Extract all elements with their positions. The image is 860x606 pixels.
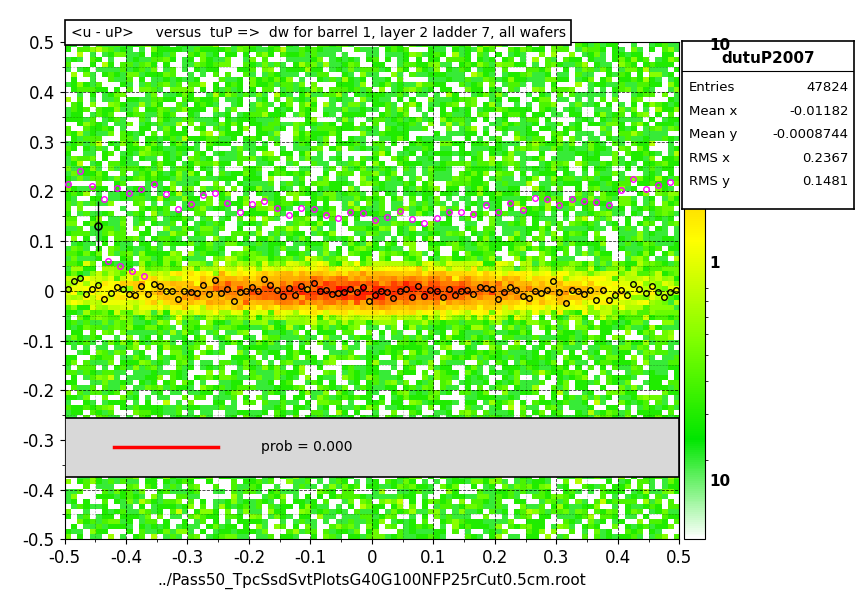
- Text: 0.2367: 0.2367: [802, 152, 849, 165]
- Text: 47824: 47824: [807, 81, 849, 94]
- Text: <u - uP>     versus  tuP =>  dw for barrel 1, layer 2 ladder 7, all wafers: <u - uP> versus tuP => dw for barrel 1, …: [71, 26, 566, 40]
- Text: 1: 1: [710, 256, 720, 271]
- Bar: [64, 418, 679, 478]
- Text: RMS x: RMS x: [689, 152, 730, 165]
- Text: Mean x: Mean x: [689, 105, 737, 118]
- X-axis label: ../Pass50_TpcSsdSvtPlotsG40G100NFP25rCut0.5cm.root: ../Pass50_TpcSsdSvtPlotsG40G100NFP25rCut…: [157, 573, 587, 589]
- Text: dutuP2007: dutuP2007: [722, 51, 814, 65]
- Text: -0.01182: -0.01182: [789, 105, 849, 118]
- Text: 10: 10: [710, 38, 731, 53]
- Text: prob = 0.000: prob = 0.000: [261, 441, 353, 454]
- Text: 0.1481: 0.1481: [802, 175, 849, 188]
- Text: RMS y: RMS y: [689, 175, 730, 188]
- Text: Entries: Entries: [689, 81, 735, 94]
- Text: Mean y: Mean y: [689, 128, 737, 141]
- Text: 10: 10: [710, 474, 731, 489]
- Text: -0.0008744: -0.0008744: [773, 128, 849, 141]
